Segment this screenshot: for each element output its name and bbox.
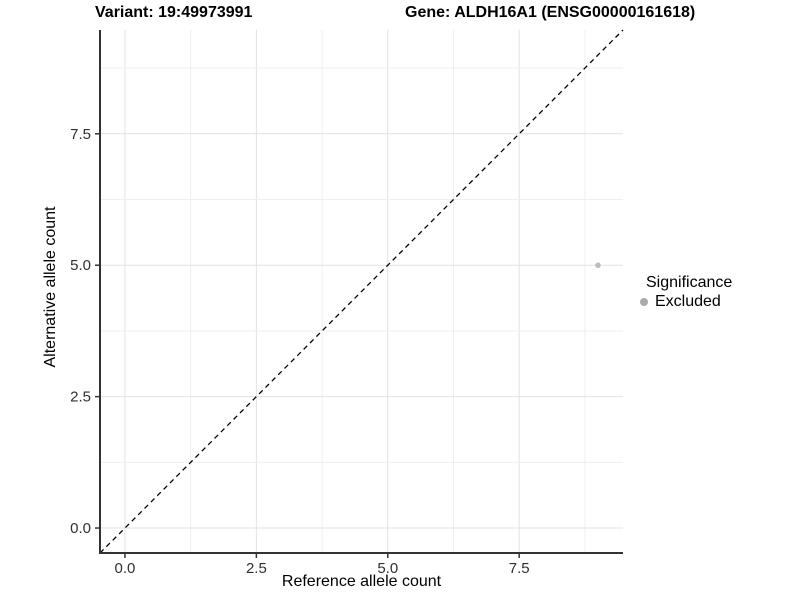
legend-key (636, 294, 652, 310)
y-tick-label: 0.0 (70, 520, 91, 537)
x-tick-label: 7.5 (509, 560, 530, 577)
y-tick-label: 7.5 (70, 126, 91, 143)
y-tick-label: 5.0 (70, 257, 91, 274)
x-tick-label: 0.0 (115, 560, 136, 577)
chart-title-variant: Variant: 19:49973991 (95, 4, 253, 21)
x-axis-title: Reference allele count (281, 573, 442, 590)
chart-title-gene: Gene: ALDH16A1 (ENSG00000161618) (405, 4, 696, 21)
legend-item-excluded: Excluded (636, 293, 732, 311)
legend-point-icon (640, 298, 648, 306)
data-point (595, 262, 601, 269)
y-tick-label: 2.5 (70, 389, 91, 406)
identity-line (99, 29, 624, 554)
legend-title: Significance (646, 274, 733, 291)
legend-item-label: Excluded (655, 293, 721, 310)
legend: Significance Excluded (636, 274, 732, 311)
y-axis-title: Alternative allele count (42, 206, 59, 368)
x-tick-label: 2.5 (246, 560, 267, 577)
x-tick-label: 5.0 (377, 560, 398, 577)
